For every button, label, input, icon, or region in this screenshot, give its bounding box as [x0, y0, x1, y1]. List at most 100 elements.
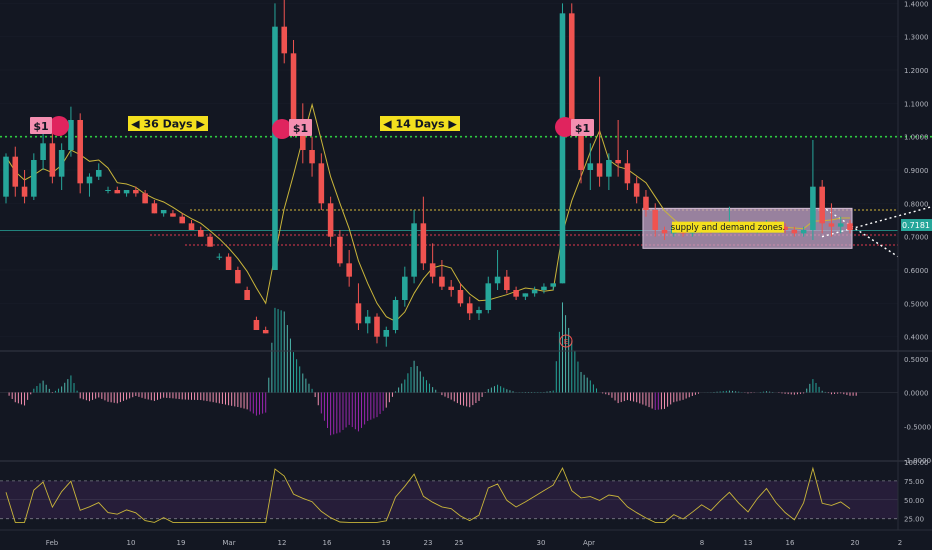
- candle[interactable]: [847, 220, 853, 234]
- candle-body: [457, 290, 464, 304]
- candle[interactable]: [86, 173, 93, 197]
- candle-body: [791, 230, 798, 234]
- candle[interactable]: [791, 226, 798, 237]
- candle[interactable]: [466, 296, 473, 320]
- candle[interactable]: [541, 283, 547, 294]
- current-price-tag[interactable]: 0.7181: [901, 219, 932, 231]
- candle[interactable]: [95, 163, 102, 180]
- dollar-marker-3[interactable]: $1: [555, 117, 594, 137]
- candle[interactable]: [160, 210, 167, 217]
- candle[interactable]: [327, 196, 334, 247]
- candle[interactable]: [225, 253, 232, 270]
- candle[interactable]: [411, 210, 417, 284]
- candle[interactable]: [643, 190, 649, 217]
- osc-tick-label: -1.0000: [904, 457, 931, 465]
- candle[interactable]: [253, 316, 260, 330]
- candle[interactable]: [262, 326, 269, 334]
- candle[interactable]: [235, 266, 241, 284]
- candle[interactable]: [170, 210, 176, 217]
- candle[interactable]: [114, 186, 121, 194]
- candle[interactable]: [810, 140, 816, 240]
- candle[interactable]: [837, 216, 844, 234]
- candle[interactable]: [633, 176, 640, 204]
- candle[interactable]: [40, 130, 46, 170]
- candle[interactable]: [123, 190, 130, 197]
- candle[interactable]: [197, 226, 204, 237]
- candle[interactable]: [364, 310, 371, 334]
- candle[interactable]: [355, 283, 362, 330]
- candle[interactable]: [309, 136, 315, 177]
- candle[interactable]: [485, 276, 492, 314]
- candle[interactable]: [531, 286, 538, 297]
- candle[interactable]: [272, 3, 278, 270]
- earnings-marker[interactable]: E: [559, 334, 573, 348]
- candle-body: [170, 213, 176, 217]
- candle[interactable]: [392, 296, 399, 334]
- candle-body: [606, 160, 612, 177]
- candle[interactable]: [504, 270, 510, 294]
- candle[interactable]: [77, 113, 83, 194]
- candle[interactable]: [318, 153, 325, 210]
- candle[interactable]: [31, 153, 37, 200]
- candle[interactable]: [596, 76, 603, 187]
- candle[interactable]: [587, 143, 594, 190]
- candle[interactable]: [374, 313, 380, 344]
- candle[interactable]: [494, 250, 501, 290]
- projection-line-down[interactable]: [821, 206, 899, 258]
- dollar-marker-2[interactable]: $1: [272, 119, 312, 139]
- candle[interactable]: [383, 326, 390, 347]
- candle[interactable]: [513, 286, 519, 300]
- oscillator-panel[interactable]: [0, 302, 898, 436]
- candle[interactable]: [559, 3, 566, 284]
- candle[interactable]: [68, 106, 74, 157]
- candle[interactable]: [21, 170, 28, 204]
- candle[interactable]: [550, 283, 556, 290]
- candle[interactable]: [58, 143, 65, 190]
- candle[interactable]: [439, 260, 445, 290]
- candle[interactable]: [142, 190, 148, 204]
- candle[interactable]: [420, 196, 427, 270]
- candle[interactable]: [819, 180, 825, 234]
- annotation-14-days[interactable]: ◀ 14 Days ▶: [380, 116, 460, 131]
- candle[interactable]: [207, 233, 213, 247]
- rsi-panel[interactable]: [0, 466, 898, 523]
- price-axis[interactable]: 1.4000 1.3000 1.2000 1.1000 1.0000 0.9000 0.80…: [904, 0, 931, 523]
- candle[interactable]: [133, 186, 139, 197]
- candle[interactable]: [337, 230, 343, 267]
- candle[interactable]: [476, 306, 482, 320]
- candle[interactable]: [3, 153, 9, 204]
- candle[interactable]: [12, 146, 19, 197]
- candle[interactable]: [105, 186, 111, 194]
- candle[interactable]: [624, 150, 631, 190]
- candle[interactable]: [179, 213, 186, 224]
- rsi-line[interactable]: [5, 466, 851, 523]
- projection-line-up[interactable]: [821, 205, 932, 238]
- candle[interactable]: [522, 293, 529, 300]
- candle[interactable]: [216, 253, 223, 260]
- candle[interactable]: [661, 226, 668, 240]
- zone-label[interactable]: supply and demand zones.: [671, 221, 785, 234]
- candle[interactable]: [652, 203, 659, 237]
- time-axis[interactable]: Feb 10 19 Mar 12 16 19 23 25 30 Apr 8 13 16 20 2: [46, 539, 902, 547]
- candle[interactable]: [188, 220, 195, 230]
- price-tick-label: 0.5000: [904, 300, 929, 308]
- candle[interactable]: [448, 280, 454, 297]
- price-panel[interactable]: supply and demand zones.: [0, 0, 932, 347]
- candle[interactable]: [828, 203, 835, 237]
- candle[interactable]: [568, 3, 575, 137]
- candle[interactable]: [429, 243, 436, 284]
- annotation-36-days[interactable]: ◀ 36 Days ▶: [128, 116, 208, 131]
- candle[interactable]: [782, 223, 788, 234]
- dollar-marker-1[interactable]: $1: [30, 116, 69, 136]
- candle[interactable]: [151, 200, 158, 214]
- candle[interactable]: [402, 266, 408, 307]
- candle[interactable]: [606, 153, 612, 190]
- candle[interactable]: [346, 250, 352, 287]
- candle[interactable]: [457, 283, 464, 307]
- candle[interactable]: [615, 120, 621, 177]
- candle[interactable]: [800, 226, 807, 237]
- candle[interactable]: [244, 286, 250, 300]
- candle[interactable]: [281, 0, 288, 64]
- candle-body: [86, 176, 93, 184]
